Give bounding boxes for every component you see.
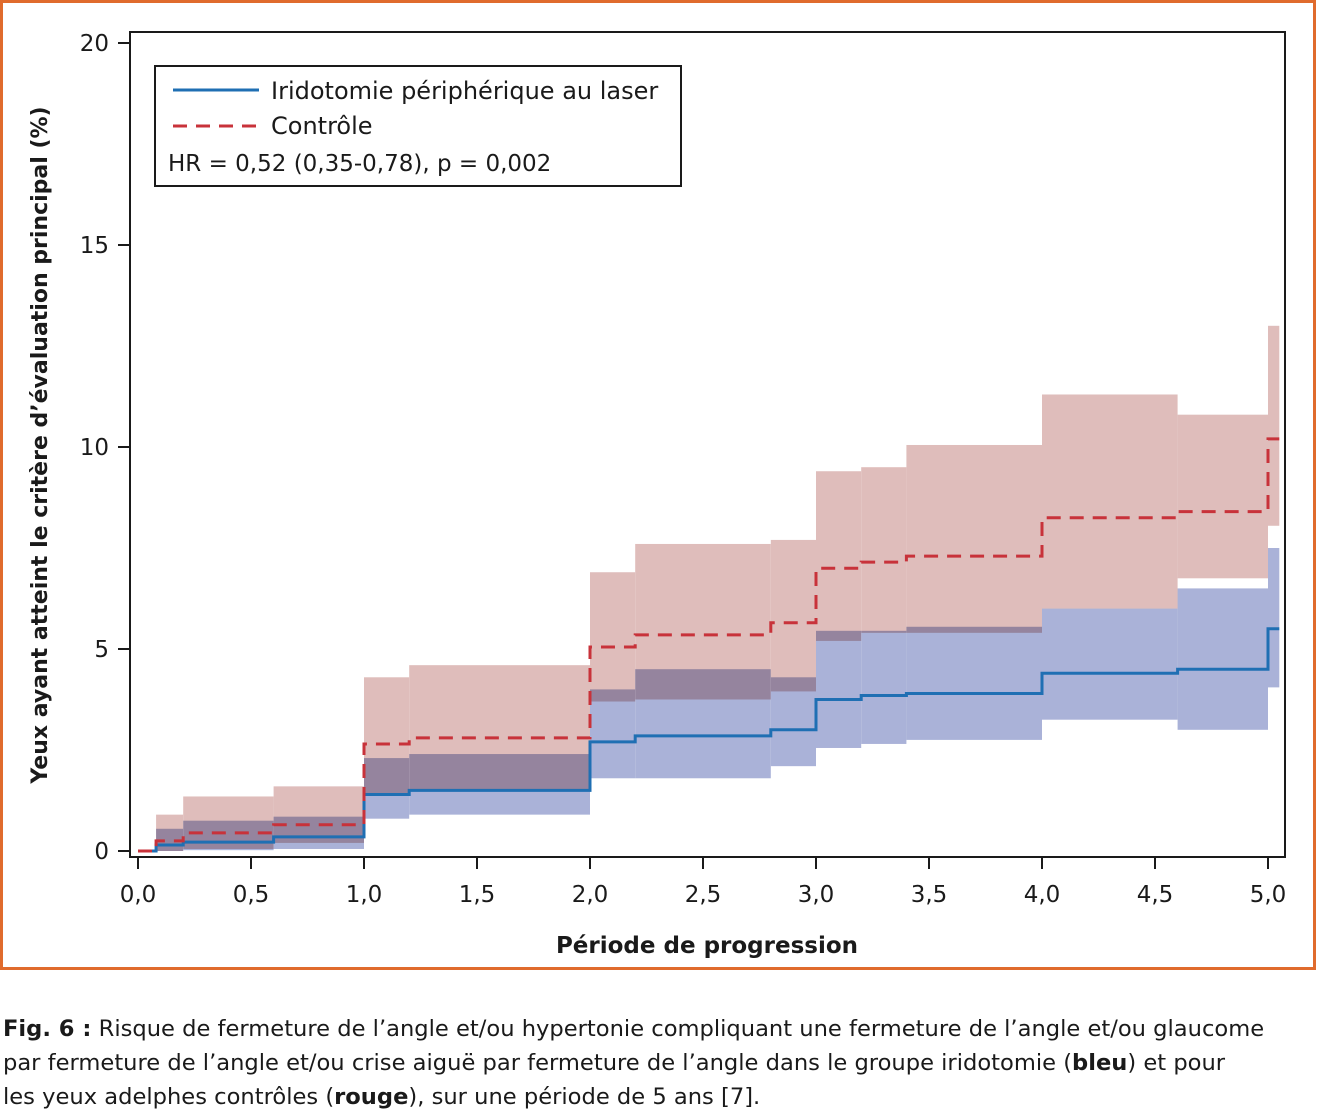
band-segment <box>273 816 364 849</box>
x-tick-label: 4,0 <box>1024 882 1061 908</box>
x-axis-label: Période de progression <box>556 933 858 959</box>
plot-area-border <box>129 31 1286 858</box>
caption-line-2: par fermeture de l’angle et/ou crise aig… <box>3 1046 1315 1080</box>
x-tick-label: 3,5 <box>911 882 948 908</box>
band-segment <box>816 471 862 641</box>
band-segment <box>183 820 274 851</box>
y-axis: 0 5 10 15 20 <box>80 31 130 865</box>
y-tick-label: 0 <box>94 839 109 865</box>
band-segment <box>590 689 636 779</box>
x-tick-label: 2,5 <box>685 882 722 908</box>
legend: Iridotomie périphérique au laser Contrôl… <box>154 65 682 187</box>
band-segment <box>1177 414 1268 579</box>
x-tick-label: 0,5 <box>233 882 270 908</box>
series-line-controle <box>138 437 1280 853</box>
caption-text-3a: les yeux adelphes contrôles ( <box>3 1084 335 1110</box>
caption-text-2a: par fermeture de l’angle et/ou crise aig… <box>3 1050 1073 1076</box>
band-segment <box>816 630 862 748</box>
caption-text-1: Risque de fermeture de l’angle et/ou hyp… <box>91 1016 1265 1042</box>
band-segment <box>906 444 1042 633</box>
y-tick-label: 20 <box>80 31 109 57</box>
y-tick-label: 10 <box>80 435 109 461</box>
series-lines <box>138 437 1280 853</box>
x-tick-label: 2,0 <box>572 882 609 908</box>
caption-text-2b: ) et pour <box>1127 1050 1226 1076</box>
band-segment <box>1042 394 1178 609</box>
y-tick-label: 15 <box>80 233 109 259</box>
y-axis-label: Yeux ayant atteint le critère d’évaluati… <box>28 106 53 784</box>
band-laser <box>156 548 1280 851</box>
band-segment <box>861 630 907 744</box>
band-segment <box>861 467 907 633</box>
band-segment <box>409 754 590 815</box>
legend-label-laser: Iridotomie périphérique au laser <box>271 77 658 105</box>
caption-fig-label: Fig. 6 : <box>3 1016 92 1042</box>
series-line-laser <box>138 627 1280 853</box>
figure-frame: 0,0 0,5 1,0 1,5 2,0 2,5 3,0 3,5 4,0 4,5 5,0 0 5 10 15… <box>0 0 1316 970</box>
figure-caption: Fig. 6 : Risque de fermeture de l’angle … <box>3 1012 1315 1114</box>
band-segment <box>1177 588 1268 730</box>
band-segment <box>770 677 816 767</box>
x-axis: 0,0 0,5 1,0 1,5 2,0 2,5 3,0 3,5 4,0 4,5 5,0 <box>120 857 1287 908</box>
x-tick-label: 1,5 <box>459 882 496 908</box>
y-tick-label: 5 <box>94 637 109 663</box>
legend-annotation-hr: HR = 0,52 (0,35-0,78), p = 0,002 <box>168 151 551 177</box>
confidence-bands <box>156 325 1280 851</box>
band-segment <box>770 539 816 692</box>
band-segment <box>906 626 1042 740</box>
x-tick-label: 3,0 <box>798 882 835 908</box>
x-tick-label: 1,0 <box>346 882 383 908</box>
band-segment <box>364 758 410 819</box>
caption-bold-bleu: bleu <box>1072 1050 1128 1076</box>
caption-line-1: Fig. 6 : Risque de fermeture de l’angle … <box>3 1012 1315 1046</box>
x-tick-label: 0,0 <box>120 882 157 908</box>
caption-bold-rouge: rouge <box>334 1084 409 1110</box>
band-segment <box>1268 325 1280 526</box>
legend-label-controle: Contrôle <box>271 112 373 140</box>
caption-text-3b: ), sur une période de 5 ans [7]. <box>408 1084 761 1110</box>
survival-chart: 0,0 0,5 1,0 1,5 2,0 2,5 3,0 3,5 4,0 4,5 5,0 0 5 10 15… <box>28 31 1287 959</box>
caption-line-3: les yeux adelphes contrôles (rouge), sur… <box>3 1080 1315 1114</box>
band-segment <box>1042 608 1178 720</box>
band-segment <box>635 669 771 779</box>
band-segment <box>590 572 636 702</box>
band-segment <box>1268 548 1280 688</box>
x-tick-label: 4,5 <box>1137 882 1174 908</box>
x-tick-label: 5,0 <box>1250 882 1287 908</box>
